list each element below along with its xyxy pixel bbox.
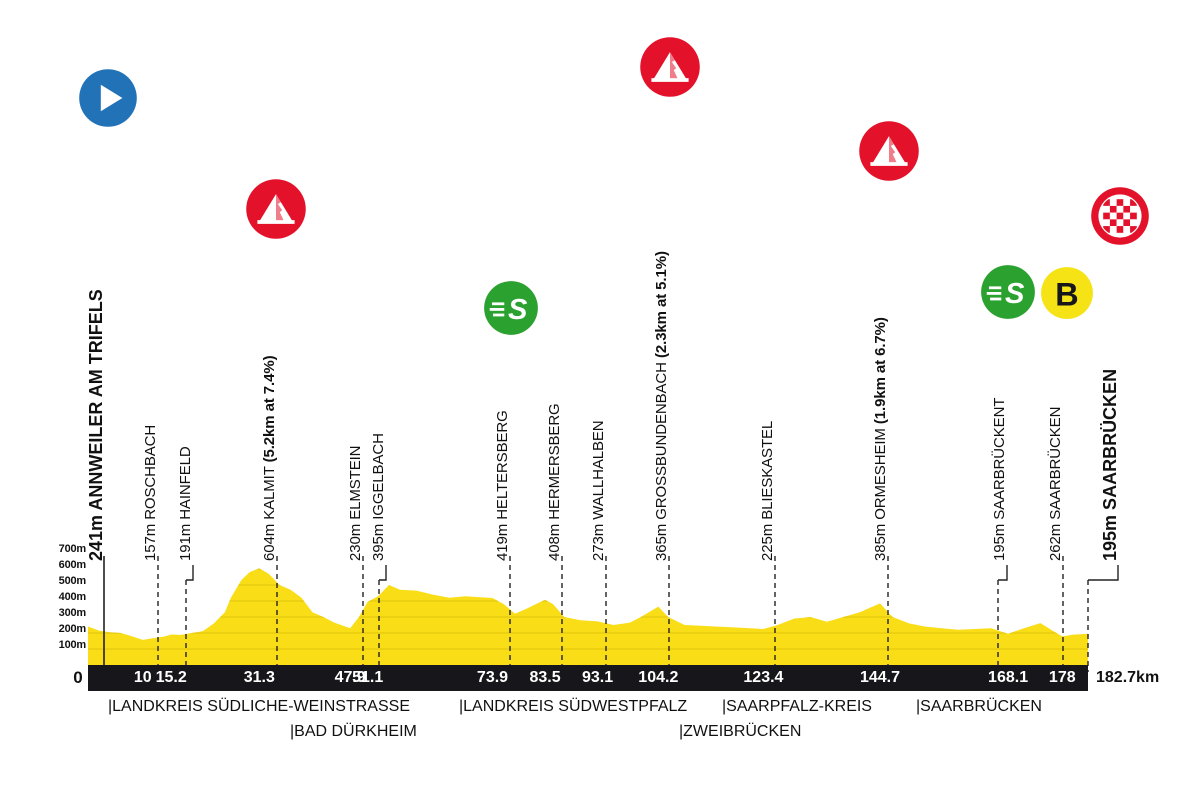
- svg-text:S: S: [1005, 278, 1025, 310]
- town-name: HAINFELD: [177, 446, 194, 520]
- distance-tick-label: 47.9: [334, 669, 366, 686]
- region-label: |LANDKREIS SÜDWESTPFALZ: [459, 698, 688, 715]
- town-name: ANNWEILER AM TRIFELS: [86, 289, 106, 511]
- distance-tick-label: 73.9: [476, 669, 509, 686]
- start-play-icon: [78, 68, 138, 128]
- town-altitude: 365m: [653, 523, 670, 561]
- town-label-wallhalben: 273m WALLHALBEN: [590, 420, 607, 561]
- y-axis-tick: 400m: [58, 591, 87, 603]
- town-name: BLIESKASTEL: [759, 420, 776, 520]
- town-altitude: 395m: [370, 523, 387, 561]
- town-label-ormesheim: 385m ORMESHEIM (1.9km at 6.7%): [872, 317, 889, 561]
- distance-tick-label: 31.3: [243, 669, 275, 686]
- y-axis: 700m 600m 500m 400m 300m 200m 100m: [36, 541, 87, 665]
- town-name: IGGELBACH: [370, 433, 387, 520]
- town-label-hermersberg: 408m HERMERSBERG: [546, 403, 563, 561]
- region-label: |SAARBRÜCKEN: [916, 698, 1042, 715]
- svg-text:S: S: [508, 294, 528, 326]
- distance-tick-label: 93.1: [582, 669, 614, 686]
- town-label-start: 241m ANNWEILER AM TRIFELS: [86, 289, 106, 561]
- sprint-icon: S: [483, 280, 539, 336]
- y-axis-tick: 500m: [58, 575, 87, 587]
- town-name: GROSSBUNDENBACH: [653, 362, 670, 520]
- town-label-blieskastel: 225m BLIESKASTEL: [759, 420, 776, 561]
- town-altitude: 230m: [347, 523, 364, 561]
- town-altitude: 157m: [142, 523, 159, 561]
- town-altitude: 241m: [86, 514, 106, 561]
- town-altitude: 195m: [991, 523, 1008, 561]
- town-altitude: 408m: [546, 523, 563, 561]
- distance-axis-bar: 10 15.2 31.3 47.9 51.1 73.9 83.5 93.1 104.2 123.4…: [88, 665, 1088, 691]
- distance-tick-label: 51.1: [352, 669, 384, 686]
- y-axis-tick: 300m: [58, 607, 87, 619]
- y-axis-tick: 600m: [58, 559, 87, 571]
- distance-start-label: 0: [73, 668, 83, 687]
- distance-tick-label: 15.2: [155, 669, 187, 686]
- elevation-fill: [88, 568, 1088, 665]
- town-name: ELMSTEIN: [347, 445, 364, 520]
- town-name: SAARBRÜCKENT: [991, 397, 1008, 520]
- distance-tick-label: 168.1: [988, 669, 1029, 686]
- region-label: |ZWEIBRÜCKEN: [679, 723, 802, 740]
- climb-detail: (2.3km at 5.1%): [653, 251, 670, 359]
- town-altitude: 419m: [494, 523, 511, 561]
- mountain-icon: [858, 120, 920, 182]
- town-name: HERMERSBERG: [546, 403, 563, 520]
- y-axis-tick: 700m: [58, 543, 87, 555]
- town-label-roschbach: 157m ROSCHBACH: [142, 424, 159, 561]
- town-label-saarbrucken-bonus: 262m SAARBRÜCKEN: [1047, 406, 1064, 561]
- sprint-icon: S: [980, 264, 1036, 320]
- town-label-saarbruckent: 195m SAARBRÜCKENT: [991, 397, 1008, 561]
- town-label-heltersberg: 419m HELTERSBERG: [494, 410, 511, 561]
- leader-bracket: [1088, 565, 1119, 581]
- mountain-icon: [245, 178, 307, 240]
- town-name: ORMESHEIM: [872, 428, 889, 520]
- town-name: ROSCHBACH: [142, 424, 159, 520]
- town-label-elmstein: 230m ELMSTEIN: [347, 445, 364, 561]
- town-altitude: 262m: [1047, 523, 1064, 561]
- town-name: SAARBRÜCKEN: [1047, 406, 1064, 520]
- town-altitude: 225m: [759, 523, 776, 561]
- town-altitude: 195m: [1100, 514, 1120, 561]
- climb-detail: (1.9km at 6.7%): [872, 317, 889, 425]
- distance-tick-label: 104.2: [638, 669, 679, 686]
- distance-total-label: 182.7km: [1096, 669, 1160, 686]
- region-label: |BAD DÜRKHEIM: [290, 723, 417, 740]
- town-label-hainfeld: 191m HAINFELD: [177, 446, 194, 561]
- y-axis-tick: 100m: [58, 639, 87, 651]
- region-label: |LANDKREIS SÜDLICHE-WEINSTRASSE: [108, 698, 410, 715]
- town-altitude: 385m: [872, 523, 889, 561]
- town-label-finish: 195m SAARBRÜCKEN: [1100, 368, 1120, 561]
- climb-detail: (5.2km at 7.4%): [261, 355, 278, 463]
- y-axis-tick: 200m: [58, 623, 87, 635]
- town-name: HELTERSBERG: [494, 410, 511, 520]
- town-name: SAARBRÜCKEN: [1100, 368, 1120, 510]
- town-label-kalmit: 604m KALMIT (5.2km at 7.4%): [261, 355, 278, 561]
- distance-tick-label: 10: [133, 669, 152, 686]
- distance-tick-label: 144.7: [859, 669, 901, 686]
- town-label-iggelbach: 395m IGGELBACH: [370, 433, 387, 561]
- distance-tick-label: 178: [1048, 669, 1076, 686]
- mountain-icon: [639, 36, 701, 98]
- bonus-b-icon: B: [1040, 266, 1094, 320]
- town-name: KALMIT: [261, 466, 278, 520]
- town-altitude: 604m: [261, 523, 278, 561]
- distance-tick-label: 83.5: [529, 669, 561, 686]
- region-label: |SAARPFALZ-KREIS: [722, 698, 872, 715]
- town-altitude: 191m: [177, 523, 194, 561]
- elevation-area-path: [88, 568, 1088, 665]
- elevation-profile: [88, 545, 1088, 665]
- town-name: WALLHALBEN: [590, 420, 607, 520]
- distance-tick-label: 123.4: [743, 669, 784, 686]
- town-label-grossbundenbach: 365m GROSSBUNDENBACH (2.3km at 5.1%): [653, 251, 670, 561]
- finish-flag-icon: [1090, 186, 1150, 246]
- town-altitude: 273m: [590, 523, 607, 561]
- svg-text:B: B: [1055, 276, 1078, 312]
